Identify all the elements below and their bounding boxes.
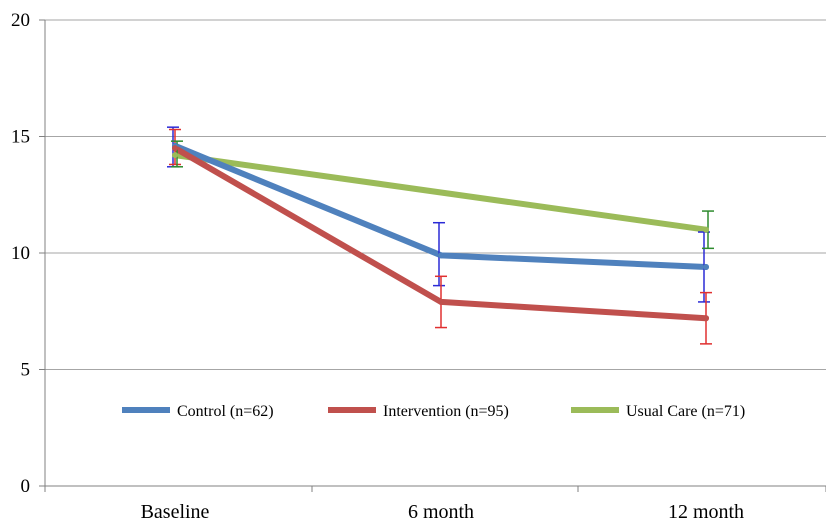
legend-label: Usual Care (n=71) <box>626 403 745 420</box>
y-tick-label: 0 <box>21 476 31 497</box>
data-point <box>172 145 178 152</box>
data-point <box>172 152 178 159</box>
x-tick-label: 12 month <box>668 501 744 523</box>
y-tick-label: 5 <box>21 360 31 381</box>
data-point <box>703 226 709 233</box>
data-point <box>703 263 709 270</box>
series-line-3 <box>172 152 709 233</box>
y-tick-label: 15 <box>11 127 30 148</box>
data-point <box>438 252 444 259</box>
y-tick-label: 10 <box>11 243 30 264</box>
data-point <box>438 298 444 305</box>
data-point <box>703 315 709 322</box>
y-tick-label: 20 <box>11 10 30 31</box>
x-tick-label: 6 month <box>408 501 474 523</box>
x-tick-label: Baseline <box>141 501 210 523</box>
legend-label: Control (n=62) <box>177 403 274 420</box>
legend-label: Intervention (n=95) <box>383 403 509 420</box>
